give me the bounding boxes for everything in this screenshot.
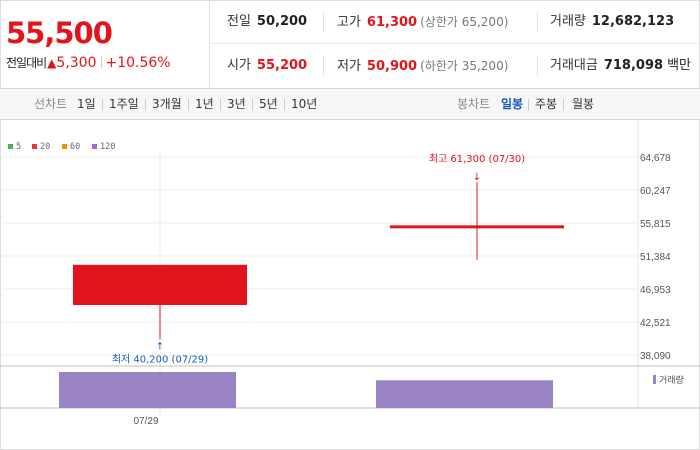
price-box: 55,500 전일대비▲5,300 +10.56% <box>0 0 210 89</box>
legend-label: 120 <box>100 142 115 152</box>
tab-daily[interactable]: 일봉 <box>501 97 524 111</box>
prev-close: 전일 50,200 <box>227 0 307 44</box>
tab-3m[interactable]: 3개월 <box>152 97 182 111</box>
change-percent: +10.56% <box>105 55 171 71</box>
y-tick-label: 55,815 <box>640 219 671 230</box>
tab-divider <box>528 99 529 111</box>
tab-monthly[interactable]: 월봉 <box>572 97 595 111</box>
tab-1w[interactable]: 1주일 <box>109 97 139 111</box>
volume-value: 12,682,123 <box>591 14 675 29</box>
amount-label: 거래대금 <box>550 58 598 73</box>
prev-close-value: 50,200 <box>256 14 308 29</box>
legend-label: 20 <box>40 142 50 152</box>
candlestick-chart-svg: 5 20 60 120 64,678 60,247 55,815 51,384 46,953 42… <box>0 120 700 427</box>
stats-divider <box>537 56 538 76</box>
open-label: 시가 <box>227 58 251 73</box>
tab-1y[interactable]: 1년 <box>195 97 214 111</box>
volume-bar <box>59 372 236 408</box>
stats-row-2: 시가 55,200 저가 50,900 (하한가 35,200) 거래대금 718,09… <box>210 44 700 88</box>
stats-divider <box>537 12 538 32</box>
tab-10y[interactable]: 10년 <box>291 97 318 111</box>
tab-divider <box>563 99 564 111</box>
low-value: 50,900 <box>366 59 418 74</box>
low-price: 저가 50,900 (하한가 35,200) <box>337 44 508 88</box>
candle-body <box>390 225 564 229</box>
y-tick-label: 64,678 <box>640 153 671 164</box>
legend-swatch <box>62 144 67 149</box>
stats-divider <box>323 12 324 32</box>
volume-label: 거래량 <box>550 14 586 29</box>
change-divider <box>100 56 102 68</box>
y-tick-label: 46,953 <box>640 285 671 296</box>
stats-divider <box>323 56 324 76</box>
min-price-annotation: 최저 40,200 (07/29) <box>112 353 208 365</box>
quote-header: 55,500 전일대비▲5,300 +10.56% 전일 50,200 고가 61,3… <box>0 0 700 89</box>
tab-weekly[interactable]: 주봉 <box>535 97 558 111</box>
tab-1d[interactable]: 1일 <box>77 97 96 111</box>
change-value: 5,300 <box>56 55 97 71</box>
change-label: 전일대비 <box>6 56 47 70</box>
max-arrow-icon: ↓ <box>473 172 481 183</box>
high-label: 고가 <box>337 15 361 30</box>
amount-value: 718,098 <box>603 58 664 73</box>
volume-bar <box>376 380 553 408</box>
up-arrow-icon: ▲ <box>47 56 57 70</box>
trade-amount: 거래대금 718,098 백만 <box>550 44 691 88</box>
price-chart: 5 20 60 120 64,678 60,247 55,815 51,384 46,953 42… <box>0 120 700 450</box>
legend-swatch <box>92 144 97 149</box>
tab-3y[interactable]: 3년 <box>227 97 246 111</box>
tab-divider <box>284 99 285 111</box>
amount-unit: 백만 <box>667 58 691 73</box>
y-tick-label: 51,384 <box>640 252 671 263</box>
tab-divider <box>252 99 253 111</box>
current-price: 55,500 <box>6 16 113 50</box>
low-label: 저가 <box>337 59 361 74</box>
tab-5y[interactable]: 5년 <box>259 97 278 111</box>
legend-label: 60 <box>70 142 80 152</box>
max-price-annotation: 최고 61,300 (07/30) <box>429 153 525 165</box>
prev-close-label: 전일 <box>227 14 251 29</box>
lower-limit: (하한가 35,200) <box>420 59 509 73</box>
x-tick-label: 07/29 <box>133 416 158 427</box>
volume-legend-label: 거래량 <box>659 374 684 386</box>
change-row: 전일대비▲5,300 +10.56% <box>6 54 171 71</box>
stats-row-1: 전일 50,200 고가 61,300 (상한가 65,200) 거래량 12,682,… <box>210 0 700 44</box>
period-tabs: 선차트 1일 1주일 3개월 1년 3년 5년 10년 봉차트 일봉 주봉 월봉 <box>0 89 700 120</box>
volume: 거래량 12,682,123 <box>550 0 674 44</box>
tab-divider <box>145 99 146 111</box>
tab-divider <box>220 99 221 111</box>
tab-divider <box>102 99 103 111</box>
high-price: 고가 61,300 (상한가 65,200) <box>337 0 508 44</box>
line-chart-category: 선차트 <box>34 97 68 111</box>
legend-swatch <box>32 144 37 149</box>
tab-divider <box>188 99 189 111</box>
y-tick-label: 42,521 <box>640 318 671 329</box>
candle-body <box>73 264 247 306</box>
legend-label: 5 <box>16 142 21 152</box>
open-price: 시가 55,200 <box>227 44 307 88</box>
open-value: 55,200 <box>256 58 308 73</box>
high-value: 61,300 <box>366 15 418 30</box>
upper-limit: (상한가 65,200) <box>420 15 509 29</box>
volume-legend-swatch <box>653 375 656 384</box>
quote-stats: 전일 50,200 고가 61,300 (상한가 65,200) 거래량 12,682,… <box>210 0 700 89</box>
min-arrow-icon: ↑ <box>156 341 164 352</box>
y-tick-label: 60,247 <box>640 186 671 197</box>
candle-chart-category: 봉차트 <box>457 97 491 111</box>
y-tick-label: 38,090 <box>640 351 671 362</box>
legend-swatch <box>8 144 13 149</box>
